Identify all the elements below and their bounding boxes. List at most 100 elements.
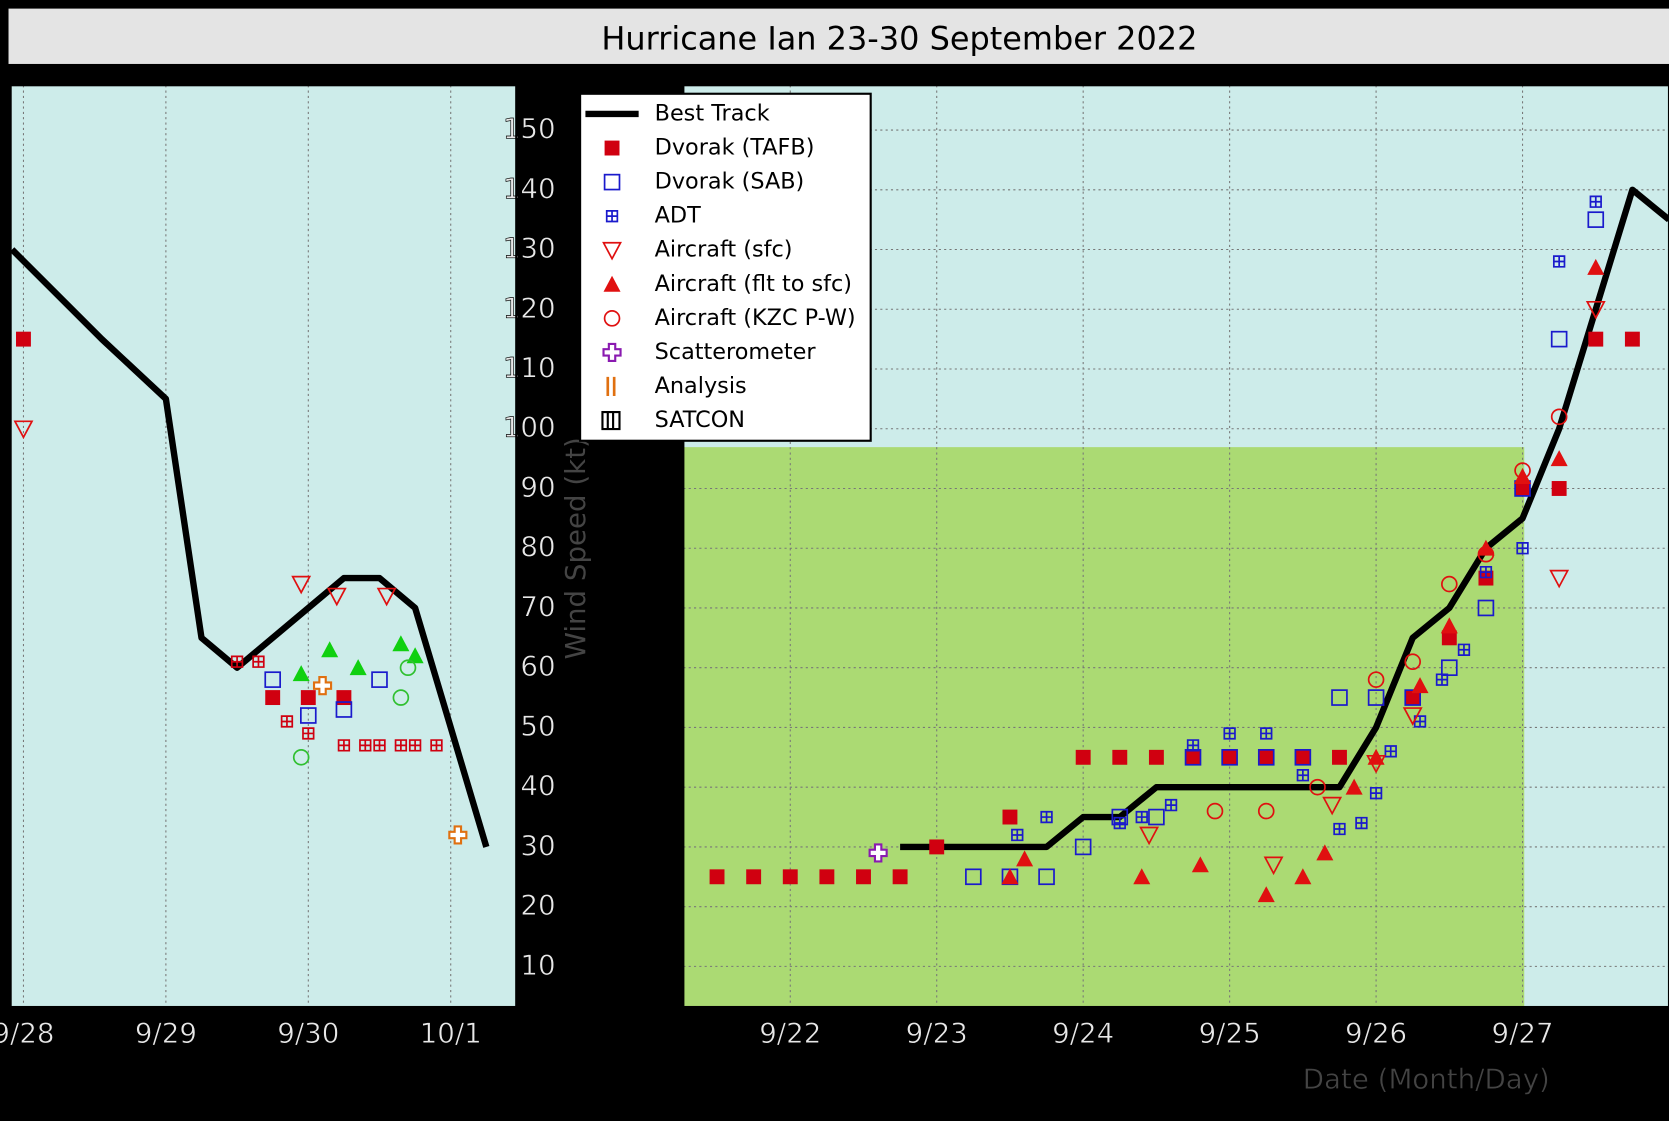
- marker-adt: [359, 739, 372, 752]
- marker-adt: [337, 739, 351, 752]
- marker-triangle-up: [1345, 778, 1363, 795]
- marker-adt: [1413, 715, 1427, 728]
- legend-box: [579, 92, 872, 442]
- marker-square-open: [1294, 749, 1312, 766]
- marker-adt: [1011, 828, 1024, 842]
- marker-adt: [252, 655, 265, 668]
- x-tick-label: 9/25: [1199, 1017, 1261, 1050]
- marker-triangle-up: [321, 641, 339, 658]
- marker-square: [892, 869, 908, 885]
- marker-triangle-up: [1477, 539, 1495, 556]
- marker-plus: [868, 843, 888, 863]
- legend-label: Aircraft (flt to sfc): [655, 271, 852, 297]
- marker-square: [929, 839, 945, 855]
- marker-square-open: [264, 671, 282, 688]
- marker-adt: [430, 739, 443, 752]
- marker-triangle-up: [1587, 258, 1605, 275]
- marker-square-open: [603, 173, 621, 191]
- x-tick-label: 9/28: [0, 1017, 55, 1050]
- marker-triangle-up: [1316, 844, 1334, 861]
- marker-plus: [602, 342, 622, 362]
- marker-triangle-up: [1001, 868, 1019, 885]
- marker-adt: [1296, 769, 1310, 782]
- marker-square: [1515, 481, 1530, 496]
- legend-label: Best Track: [655, 100, 770, 126]
- marker-plus: [448, 825, 468, 845]
- marker-triangle-down: [1322, 796, 1343, 816]
- marker-circle: [1514, 462, 1531, 479]
- best-track-line: [900, 186, 1669, 851]
- marker-adt: [230, 655, 244, 668]
- marker-adt: [1355, 816, 1368, 830]
- x-tick-label: 9/26: [1345, 1017, 1407, 1050]
- marker-adt: [1457, 643, 1471, 656]
- y-tick-label: 50: [520, 709, 555, 742]
- marker-triangle-up: [349, 659, 367, 676]
- marker-square: [265, 690, 281, 706]
- marker-square: [604, 140, 620, 156]
- marker-adt: [408, 739, 422, 752]
- marker-circle: [1367, 671, 1385, 688]
- marker-triangle-up: [1191, 856, 1209, 873]
- marker-bar: [606, 376, 616, 397]
- legend-label: Dvorak (SAB): [655, 169, 805, 195]
- marker-circle: [1441, 575, 1458, 593]
- marker-triangle-up: [1294, 868, 1312, 885]
- y-tick-label: 120: [503, 291, 556, 324]
- marker-adt: [1164, 798, 1178, 812]
- x-tick-label: 10/1: [420, 1017, 482, 1050]
- legend: Best Track Dvorak (TAFB) Dvorak (SAB) ADT Ai…: [579, 92, 872, 442]
- marker-circle: [392, 689, 410, 706]
- marker-adt: [302, 727, 315, 740]
- marker-triangle-down: [1139, 826, 1160, 846]
- marker-triangle-down: [376, 587, 397, 607]
- marker-adt: [280, 715, 294, 728]
- marker-triangle-down: [602, 241, 622, 261]
- marker-triangle-up: [1016, 850, 1034, 867]
- marker-circle: [1206, 802, 1224, 820]
- marker-triangle-up: [1257, 886, 1275, 903]
- marker-square: [1258, 749, 1274, 765]
- legend-label: ADT: [655, 203, 701, 229]
- x-tick-label: 9/24: [1052, 1017, 1114, 1050]
- legend-label: Aircraft (sfc): [655, 237, 793, 263]
- title-bar: [8, 8, 1669, 64]
- marker-adt: [1516, 542, 1529, 555]
- marker-square: [746, 869, 762, 885]
- marker-circle: [603, 310, 621, 327]
- marker-triangle-up: [1440, 617, 1458, 634]
- marker-triangle-down: [1263, 856, 1284, 876]
- legend-label: SATCON: [655, 407, 745, 433]
- marker-triangle-up: [603, 275, 621, 292]
- marker-square-open: [1038, 868, 1055, 886]
- marker-adt: [1552, 255, 1566, 268]
- marker-triangle-up: [1411, 677, 1429, 694]
- y-tick-label: 110: [503, 351, 556, 384]
- panel-left: [10, 85, 517, 1008]
- marker-square: [1588, 331, 1604, 347]
- y-tick-label: 30: [520, 829, 555, 862]
- marker-square: [1112, 749, 1128, 765]
- marker-square-open: [965, 868, 982, 886]
- marker-circle: [1404, 653, 1422, 671]
- chart-title: Hurricane Ian 23-30 September 2022: [601, 20, 1197, 58]
- marker-square: [856, 869, 871, 885]
- y-tick-label: 10: [520, 948, 555, 981]
- marker-square-open: [1587, 211, 1605, 228]
- marker-triangle-down: [13, 420, 34, 440]
- marker-circle: [1477, 545, 1495, 563]
- marker-adt: [1384, 745, 1397, 758]
- marker-bars: [601, 410, 621, 431]
- marker-square: [782, 869, 798, 885]
- marker-circle: [1257, 802, 1275, 820]
- marker-triangle-up: [406, 647, 424, 664]
- marker-triangle-down: [1585, 300, 1606, 320]
- marker-square: [1185, 749, 1201, 765]
- y-tick-label: 70: [520, 590, 555, 623]
- y-tick-label: 40: [520, 769, 555, 802]
- y-axis-label: Wind Speed (kt): [559, 437, 592, 659]
- marker-adt: [1479, 565, 1493, 579]
- marker-square-open: [1441, 659, 1458, 677]
